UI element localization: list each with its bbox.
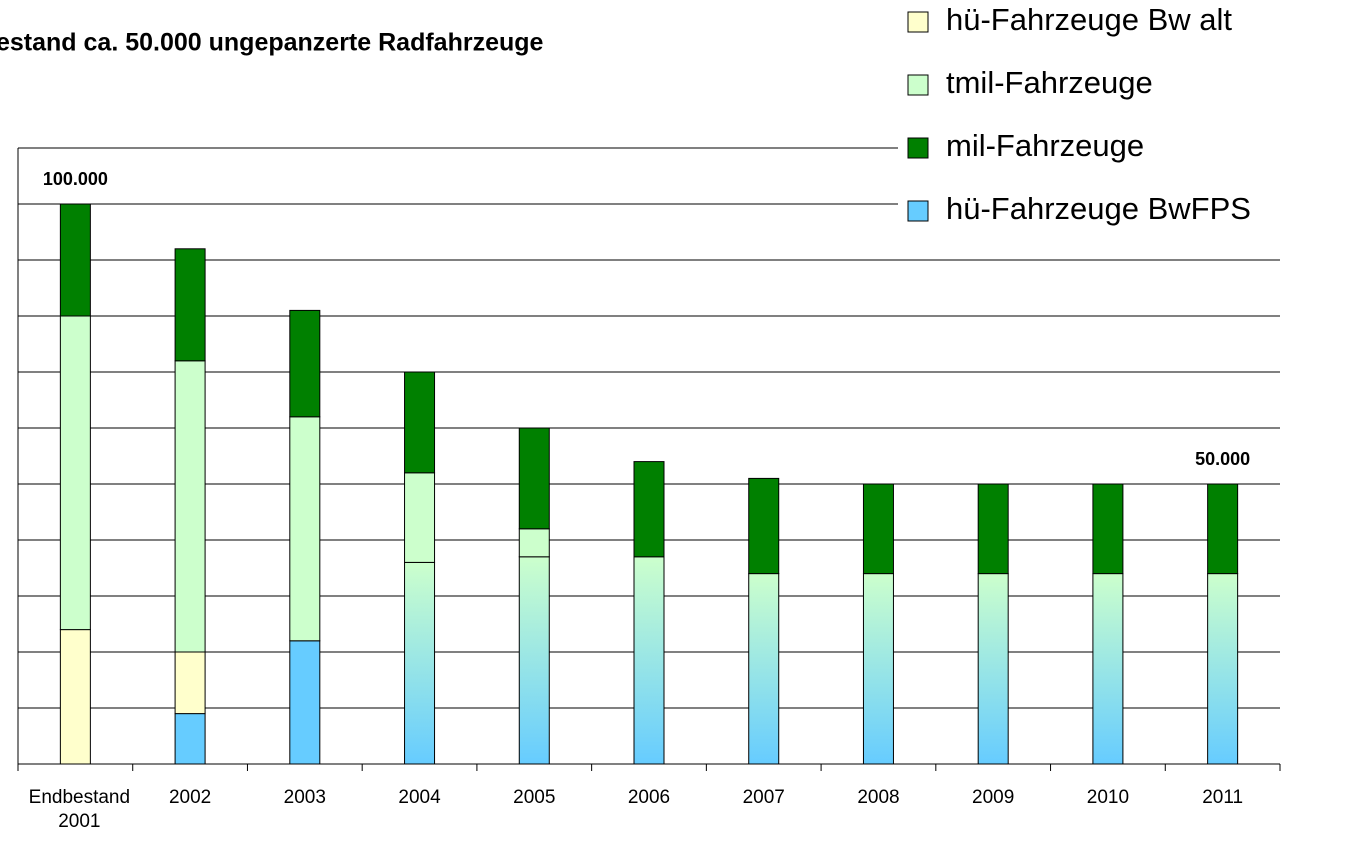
bar-segment xyxy=(1207,483,1239,575)
x-tick-label: 2008 xyxy=(857,787,900,808)
legend-label: hü-Fahrzeuge Bw alt xyxy=(946,2,1232,37)
bar-segment xyxy=(1092,483,1124,575)
legend-swatch xyxy=(907,74,929,96)
bar-segment xyxy=(633,461,665,558)
legend-swatch xyxy=(907,137,929,159)
bar-segment xyxy=(518,556,550,765)
chart-title: estand ca. 50.000 ungepanzerte Radfahrze… xyxy=(0,29,544,57)
bar-segment xyxy=(518,427,550,530)
bar-segment xyxy=(404,472,436,563)
annotation: 50.000 xyxy=(1195,449,1250,469)
bar-segment xyxy=(633,556,665,765)
x-tick-label: 2005 xyxy=(513,787,556,808)
bar-segment xyxy=(289,309,321,418)
bar-segment xyxy=(59,315,91,631)
plot xyxy=(17,147,1281,771)
bar-segment xyxy=(174,713,206,765)
bar-segment xyxy=(59,203,91,317)
x-tick-label: Endbestand 2001 xyxy=(28,787,131,832)
bar-segment xyxy=(404,371,436,474)
bar-segment xyxy=(174,651,206,715)
bar-segment xyxy=(862,573,894,765)
bar-segment xyxy=(174,248,206,362)
x-tick-label: 2003 xyxy=(283,787,326,808)
bar-segment xyxy=(977,483,1009,575)
bar-segment xyxy=(977,573,1009,765)
legend-background xyxy=(898,0,1280,235)
bar-segment xyxy=(518,528,550,558)
bar-segment xyxy=(174,360,206,653)
x-tick-label: 2002 xyxy=(168,787,212,808)
legend-label: mil-Fahrzeuge xyxy=(946,128,1144,163)
legend-label: hü-Fahrzeuge BwFPS xyxy=(946,191,1251,226)
x-tick-label: 2009 xyxy=(972,787,1015,808)
x-tick-label: 2007 xyxy=(742,787,785,808)
bar-segment xyxy=(748,477,780,575)
bar-segment xyxy=(748,573,780,765)
x-tick-label: 2010 xyxy=(1086,787,1130,808)
bar-segment xyxy=(1207,573,1239,765)
legend: hü-Fahrzeuge Bw alt tmil-Fahrzeuge mil-Fah… xyxy=(898,0,1280,235)
bar-segment xyxy=(404,561,436,765)
x-tick-label: 2004 xyxy=(398,787,441,808)
legend-swatch xyxy=(907,11,929,33)
annotation: 100.000 xyxy=(43,169,108,189)
bar-segment xyxy=(59,629,91,765)
legend-swatch xyxy=(907,200,929,222)
bar-segment xyxy=(289,416,321,642)
x-tick-label: 2011 xyxy=(1202,787,1244,808)
x-tick-label: 2006 xyxy=(627,787,671,808)
bar-segment xyxy=(862,483,894,575)
legend-label: tmil-Fahrzeuge xyxy=(946,65,1153,100)
bar-segment xyxy=(289,640,321,765)
bar-segment xyxy=(1092,573,1124,765)
